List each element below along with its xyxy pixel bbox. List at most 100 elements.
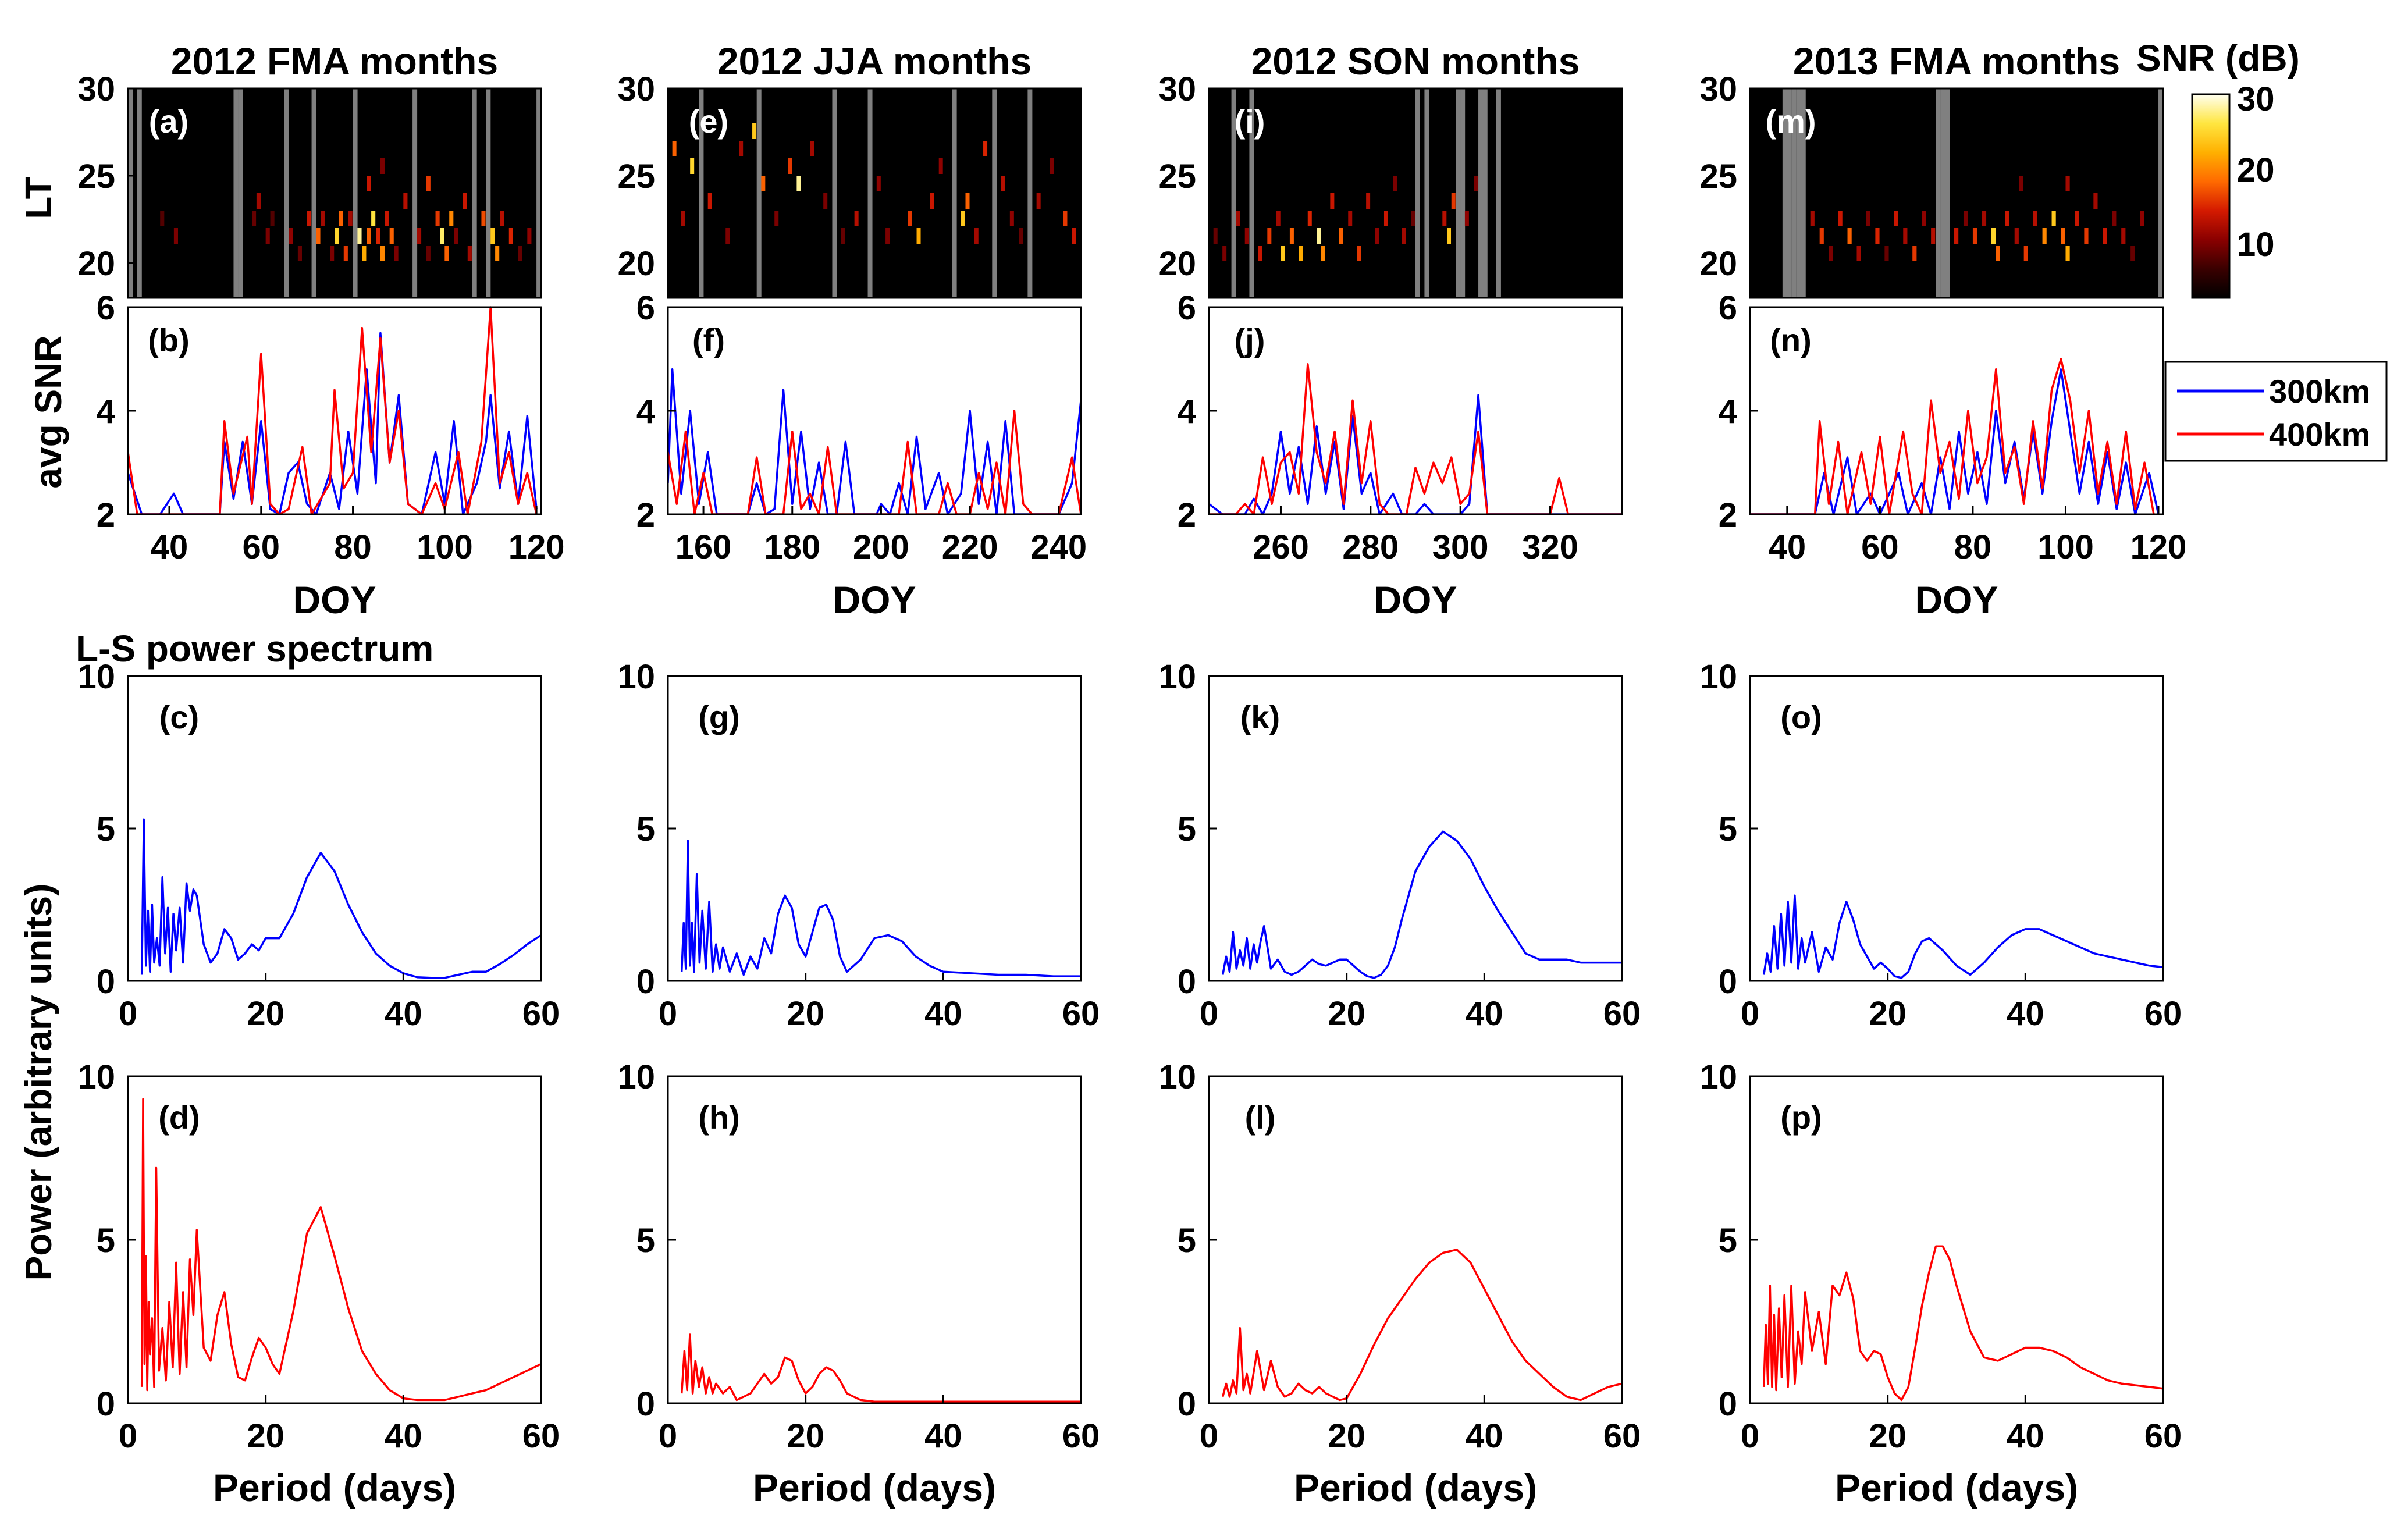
heatmap-cell (876, 176, 881, 191)
heatmap-cell (810, 141, 814, 156)
y-tick-label: 10 (1699, 658, 1737, 696)
y-tick-label: 10 (77, 658, 115, 696)
data-gap-column (1415, 88, 1420, 298)
y-tick-label: 4 (97, 393, 115, 431)
x-tick-label: 40 (2007, 1417, 2044, 1455)
legend-label: 400km (2269, 416, 2370, 453)
heatmap-cell (343, 246, 348, 261)
x-tick-label: 300 (1432, 528, 1489, 566)
heatmap-panel: 2012 JJA months (e) 20 25 30 (617, 40, 1082, 299)
y-tick-label: 30 (617, 70, 655, 108)
y-tick-label: 0 (97, 963, 115, 1001)
spectrum-panel: (h) 0 5 10 0 20 40 60 Period (days) (617, 1058, 1100, 1509)
heatmap-cell (1922, 211, 1926, 226)
avg-snr-panel: (j) 2 4 6 260 280 300 320 DOY (1178, 289, 1623, 621)
plot-frame (1749, 87, 2164, 299)
y-tick-label: 0 (636, 1385, 655, 1423)
heatmap-cell (1383, 211, 1388, 226)
x-tick-label: 60 (1603, 995, 1641, 1033)
y-tick-label: 30 (77, 70, 115, 108)
y-tick-label: 5 (97, 810, 115, 848)
x-tick-label: 80 (334, 528, 372, 566)
y-tick-label: 30 (1699, 70, 1737, 108)
colorbar: SNR (dB) 30 20 10 (2136, 37, 2300, 299)
heatmap-cell (1912, 246, 1917, 261)
heatmap-cell (500, 211, 504, 226)
x-axis-label: Period (days) (753, 1466, 996, 1509)
series-line-300km (1750, 368, 2160, 515)
y-tick-label: 30 (1158, 70, 1196, 108)
heatmap-cell (2075, 211, 2079, 226)
heatmap-cell (2023, 246, 2028, 261)
heatmap-cell (1847, 228, 1852, 244)
heatmap-cell (796, 176, 801, 191)
spectrum-line (680, 840, 1081, 977)
y-tick-label: 0 (1178, 963, 1196, 1001)
data-gap-column (1456, 88, 1461, 298)
y-tick-label: 6 (1178, 289, 1196, 327)
heatmap-cell (1402, 228, 1406, 244)
x-tick-label: 20 (1869, 995, 1907, 1033)
x-tick-label: 0 (119, 1417, 137, 1455)
heatmap-cell (1213, 228, 1218, 244)
y-tick-label: 5 (1719, 810, 1737, 848)
heatmap-cell (1299, 246, 1303, 261)
data-gap-column (486, 88, 491, 298)
heatmap-cell (1321, 246, 1325, 261)
heatmap-cell (983, 141, 988, 156)
y-tick-label: 2 (1178, 496, 1196, 534)
heatmap-cell (2051, 211, 2056, 226)
x-tick-label: 60 (522, 1417, 560, 1455)
colorbar-tick: 30 (2237, 80, 2275, 118)
heatmap-cell (908, 211, 912, 226)
spectrum-panel: (c) 0 5 10 0 20 40 60 (77, 658, 560, 1033)
y-tick-label: 25 (77, 158, 115, 195)
x-tick-label: 60 (1603, 1417, 1641, 1455)
heatmap-cell (335, 228, 339, 244)
heatmap-cell (1451, 193, 1456, 209)
heatmap-cell (1954, 228, 1959, 244)
x-tick-label: 60 (2144, 995, 2182, 1033)
heatmap-cell (173, 228, 178, 244)
heatmap-cell (481, 211, 486, 226)
heatmap-cell (1357, 246, 1361, 261)
y-tick-label: 6 (636, 289, 655, 327)
spectrum-heading: L-S power spectrum (76, 628, 433, 670)
x-tick-label: 20 (247, 1417, 284, 1455)
data-gap-column (756, 88, 762, 298)
data-gap-column (1027, 88, 1033, 298)
heatmap-cell (1447, 228, 1452, 244)
y-tick-label: 2 (97, 496, 115, 534)
heatmap-cell (725, 228, 730, 244)
panel-label: (d) (158, 1099, 200, 1136)
plot-background (1209, 676, 1622, 981)
spectrum-panel: (l) 0 5 10 0 20 40 60 Period (days) (1158, 1058, 1641, 1509)
plot-frame (1208, 87, 1623, 299)
y-tick-label: 20 (77, 245, 115, 283)
spectrum-panel: (k) 0 5 10 0 20 40 60 (1158, 658, 1641, 1033)
panel-title: 2012 FMA months (171, 40, 498, 83)
heatmap-cell (885, 228, 890, 244)
heatmap-cell (2130, 246, 2135, 261)
x-axis-label: Period (days) (213, 1466, 456, 1509)
panel-title: 2012 SON months (1251, 40, 1580, 83)
heatmap-cell (2103, 228, 2107, 244)
heatmap-cell (2084, 228, 2089, 244)
series-line-400km (1750, 358, 2155, 515)
panel-title: 2012 JJA months (717, 40, 1032, 83)
heatmap-cell (339, 211, 343, 226)
heatmap-cell (1330, 193, 1335, 209)
plot-background (128, 307, 541, 514)
heatmap-cell (1982, 211, 1987, 226)
plot-frame (667, 87, 1082, 299)
heatmap-cell (380, 158, 385, 174)
data-gap-column (472, 88, 477, 298)
spectrum-line (1222, 1249, 1623, 1402)
plot-frame (127, 87, 542, 299)
x-axis-label: DOY (1374, 578, 1457, 621)
heatmap-cell (426, 246, 431, 261)
heatmap-cell (938, 158, 943, 174)
heatmap-cell (961, 211, 965, 226)
x-tick-label: 60 (1062, 1417, 1100, 1455)
x-tick-label: 0 (659, 1417, 677, 1455)
